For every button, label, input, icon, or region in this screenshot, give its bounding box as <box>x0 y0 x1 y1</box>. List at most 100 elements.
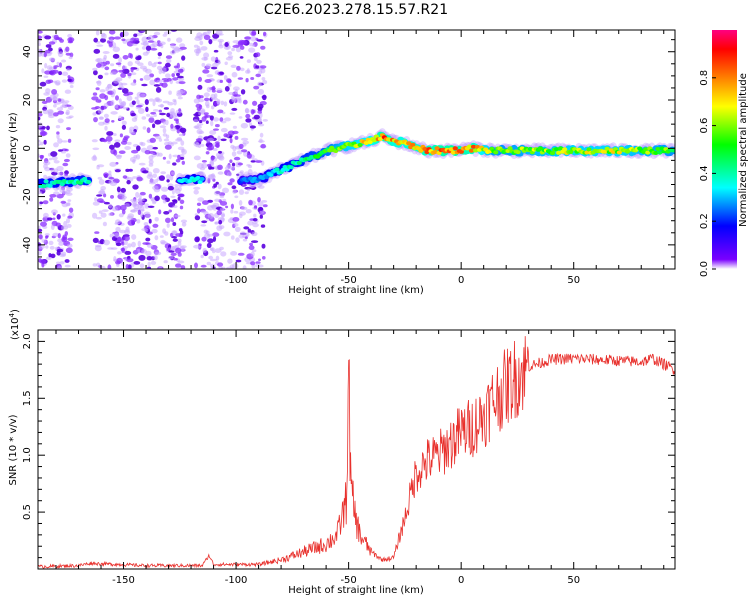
spectrogram-ridge-core <box>558 146 564 151</box>
spectrogram-noise-cell <box>123 235 130 242</box>
spectrogram-noise-cell <box>61 79 67 83</box>
spectrogram-noise-cell <box>146 243 154 248</box>
spectrogram-noise-cell <box>167 185 174 191</box>
spectrogram-noise-cell <box>230 251 238 256</box>
spectrogram-noise-cell <box>132 184 139 190</box>
spectrogram-noise-cell <box>217 154 224 160</box>
spectrogram-noise-cell <box>51 209 58 215</box>
spectrogram-noise-cell <box>96 44 104 47</box>
spectrogram-noise-cell <box>172 98 177 103</box>
spectrogram-noise-cell <box>146 145 154 151</box>
spectrogram-noise-cell <box>206 104 210 109</box>
spectrogram-noise-cell <box>56 172 61 176</box>
spectrogram-noise-cell <box>154 235 159 241</box>
spectrogram-noise-cell <box>231 71 238 78</box>
spectrogram-noise-cell <box>238 234 245 239</box>
spectrogram-noise-cell <box>212 148 218 151</box>
spectrogram-noise-cell <box>151 153 157 158</box>
spectrogram-noise-cell <box>132 176 137 179</box>
spectrogram-noise-cell <box>201 116 207 122</box>
spectrogram-noise-cell <box>39 141 44 146</box>
spectrogram-noise-cell <box>95 216 102 220</box>
spectrogram-noise-cell <box>38 122 43 128</box>
spectrogram-noise-cell <box>227 171 233 176</box>
spectrogram-ylabel: Frequency (Hz) <box>8 112 19 188</box>
spectrogram-noise-cell <box>38 48 42 52</box>
spectrogram-noise-cell <box>199 40 204 46</box>
spectrogram-noise-cell <box>219 71 224 75</box>
spectrogram-noise-cell <box>91 139 98 143</box>
spectrogram-noise-cell <box>160 67 167 73</box>
spectrogram-noise-cell <box>234 96 242 101</box>
spectrogram-noise-cell <box>64 259 70 263</box>
spectrogram-noise-cell <box>175 119 179 124</box>
spectrogram-noise-cell <box>153 98 160 102</box>
spectrogram-noise-cell <box>112 53 120 59</box>
spectrogram-noise-cell <box>45 235 49 238</box>
spectrogram-noise-cell <box>162 33 167 37</box>
spectrogram-noise-cell <box>177 96 183 100</box>
spectrogram-noise-cell <box>92 112 97 116</box>
spectrogram-noise-cell <box>66 243 73 248</box>
spectrogram-ridge-core <box>422 147 428 151</box>
spectrogram-noise-cell <box>125 168 130 172</box>
spectrogram-noise-cell <box>130 112 136 117</box>
spectrogram-noise-cell <box>92 92 98 96</box>
spectrogram-noise-cell <box>142 51 149 56</box>
spectrogram-noise-cell <box>115 242 122 247</box>
spectrogram-noise-cell <box>178 89 186 94</box>
spectrogram-noise-cell <box>160 239 166 244</box>
spectrogram-ridge-core <box>264 175 270 179</box>
spectrogram-noise-cell <box>152 146 158 150</box>
spectrogram-noise-cell <box>219 117 224 122</box>
spectrogram-noise-cell <box>67 237 74 241</box>
spectrogram-noise-cell <box>201 220 208 224</box>
spectrogram-noise-cell <box>234 226 241 232</box>
spectrogram-noise-cell <box>58 71 62 76</box>
spectrogram-noise-cell <box>108 177 115 180</box>
spectrogram-noise-cell <box>62 236 66 241</box>
spectrogram-noise-cell <box>231 107 238 111</box>
spectrogram-noise-cell <box>250 35 257 42</box>
spectrogram-noise-cell <box>41 100 48 104</box>
spectrogram-ridge-core <box>466 144 473 149</box>
spectrogram-noise-cell <box>228 55 234 59</box>
spectrogram-ridge-core <box>527 146 533 151</box>
spectrogram-noise-cell <box>153 255 158 261</box>
spectrogram-noise-cell <box>137 108 145 114</box>
spectrogram-noise-cell <box>67 202 71 206</box>
spectrogram-noise-cell <box>96 194 103 197</box>
spectrogram-noise-cell <box>217 135 221 142</box>
spectrogram-noise-cell <box>57 51 64 58</box>
spectrogram-noise-cell <box>255 261 261 264</box>
spectrogram-noise-cell <box>231 151 237 157</box>
spectrogram-noise-cell <box>118 150 126 154</box>
spectrogram-noise-cell <box>121 247 125 253</box>
spectrogram-noise-cell <box>50 151 58 157</box>
spectrogram-ridge-core <box>645 150 651 155</box>
colorbar-gradient <box>712 30 737 269</box>
spectrogram-ridge-core <box>357 143 363 147</box>
spectrogram-noise-cell <box>161 186 169 192</box>
spectrogram-noise-cell <box>253 213 257 218</box>
spectrogram-noise-cell <box>115 219 121 225</box>
spectrogram-noise-cell <box>64 170 69 175</box>
spectrogram-noise-cell <box>52 96 59 102</box>
spectrogram-noise-cell <box>130 209 136 213</box>
spectrogram-noise-cell <box>212 232 220 237</box>
spectrogram-noise-cell <box>57 138 63 144</box>
spectrogram-y-tick-label: -40 <box>22 237 33 253</box>
spectrogram-noise-cell <box>232 44 240 48</box>
spectrogram-noise-cell <box>102 221 107 227</box>
spectrogram-noise-cell <box>139 78 144 81</box>
spectrogram-noise-cell <box>235 237 240 244</box>
spectrogram-noise-cell <box>234 195 239 199</box>
spectrogram-noise-cell <box>259 132 264 138</box>
spectrogram-noise-cell <box>46 256 52 260</box>
spectrogram-noise-cell <box>219 200 228 206</box>
spectrogram-noise-cell <box>49 197 54 202</box>
spectrogram-ridge-core <box>448 147 454 152</box>
spectrogram-noise-cell <box>145 237 151 242</box>
spectrogram-noise-cell <box>229 112 236 115</box>
